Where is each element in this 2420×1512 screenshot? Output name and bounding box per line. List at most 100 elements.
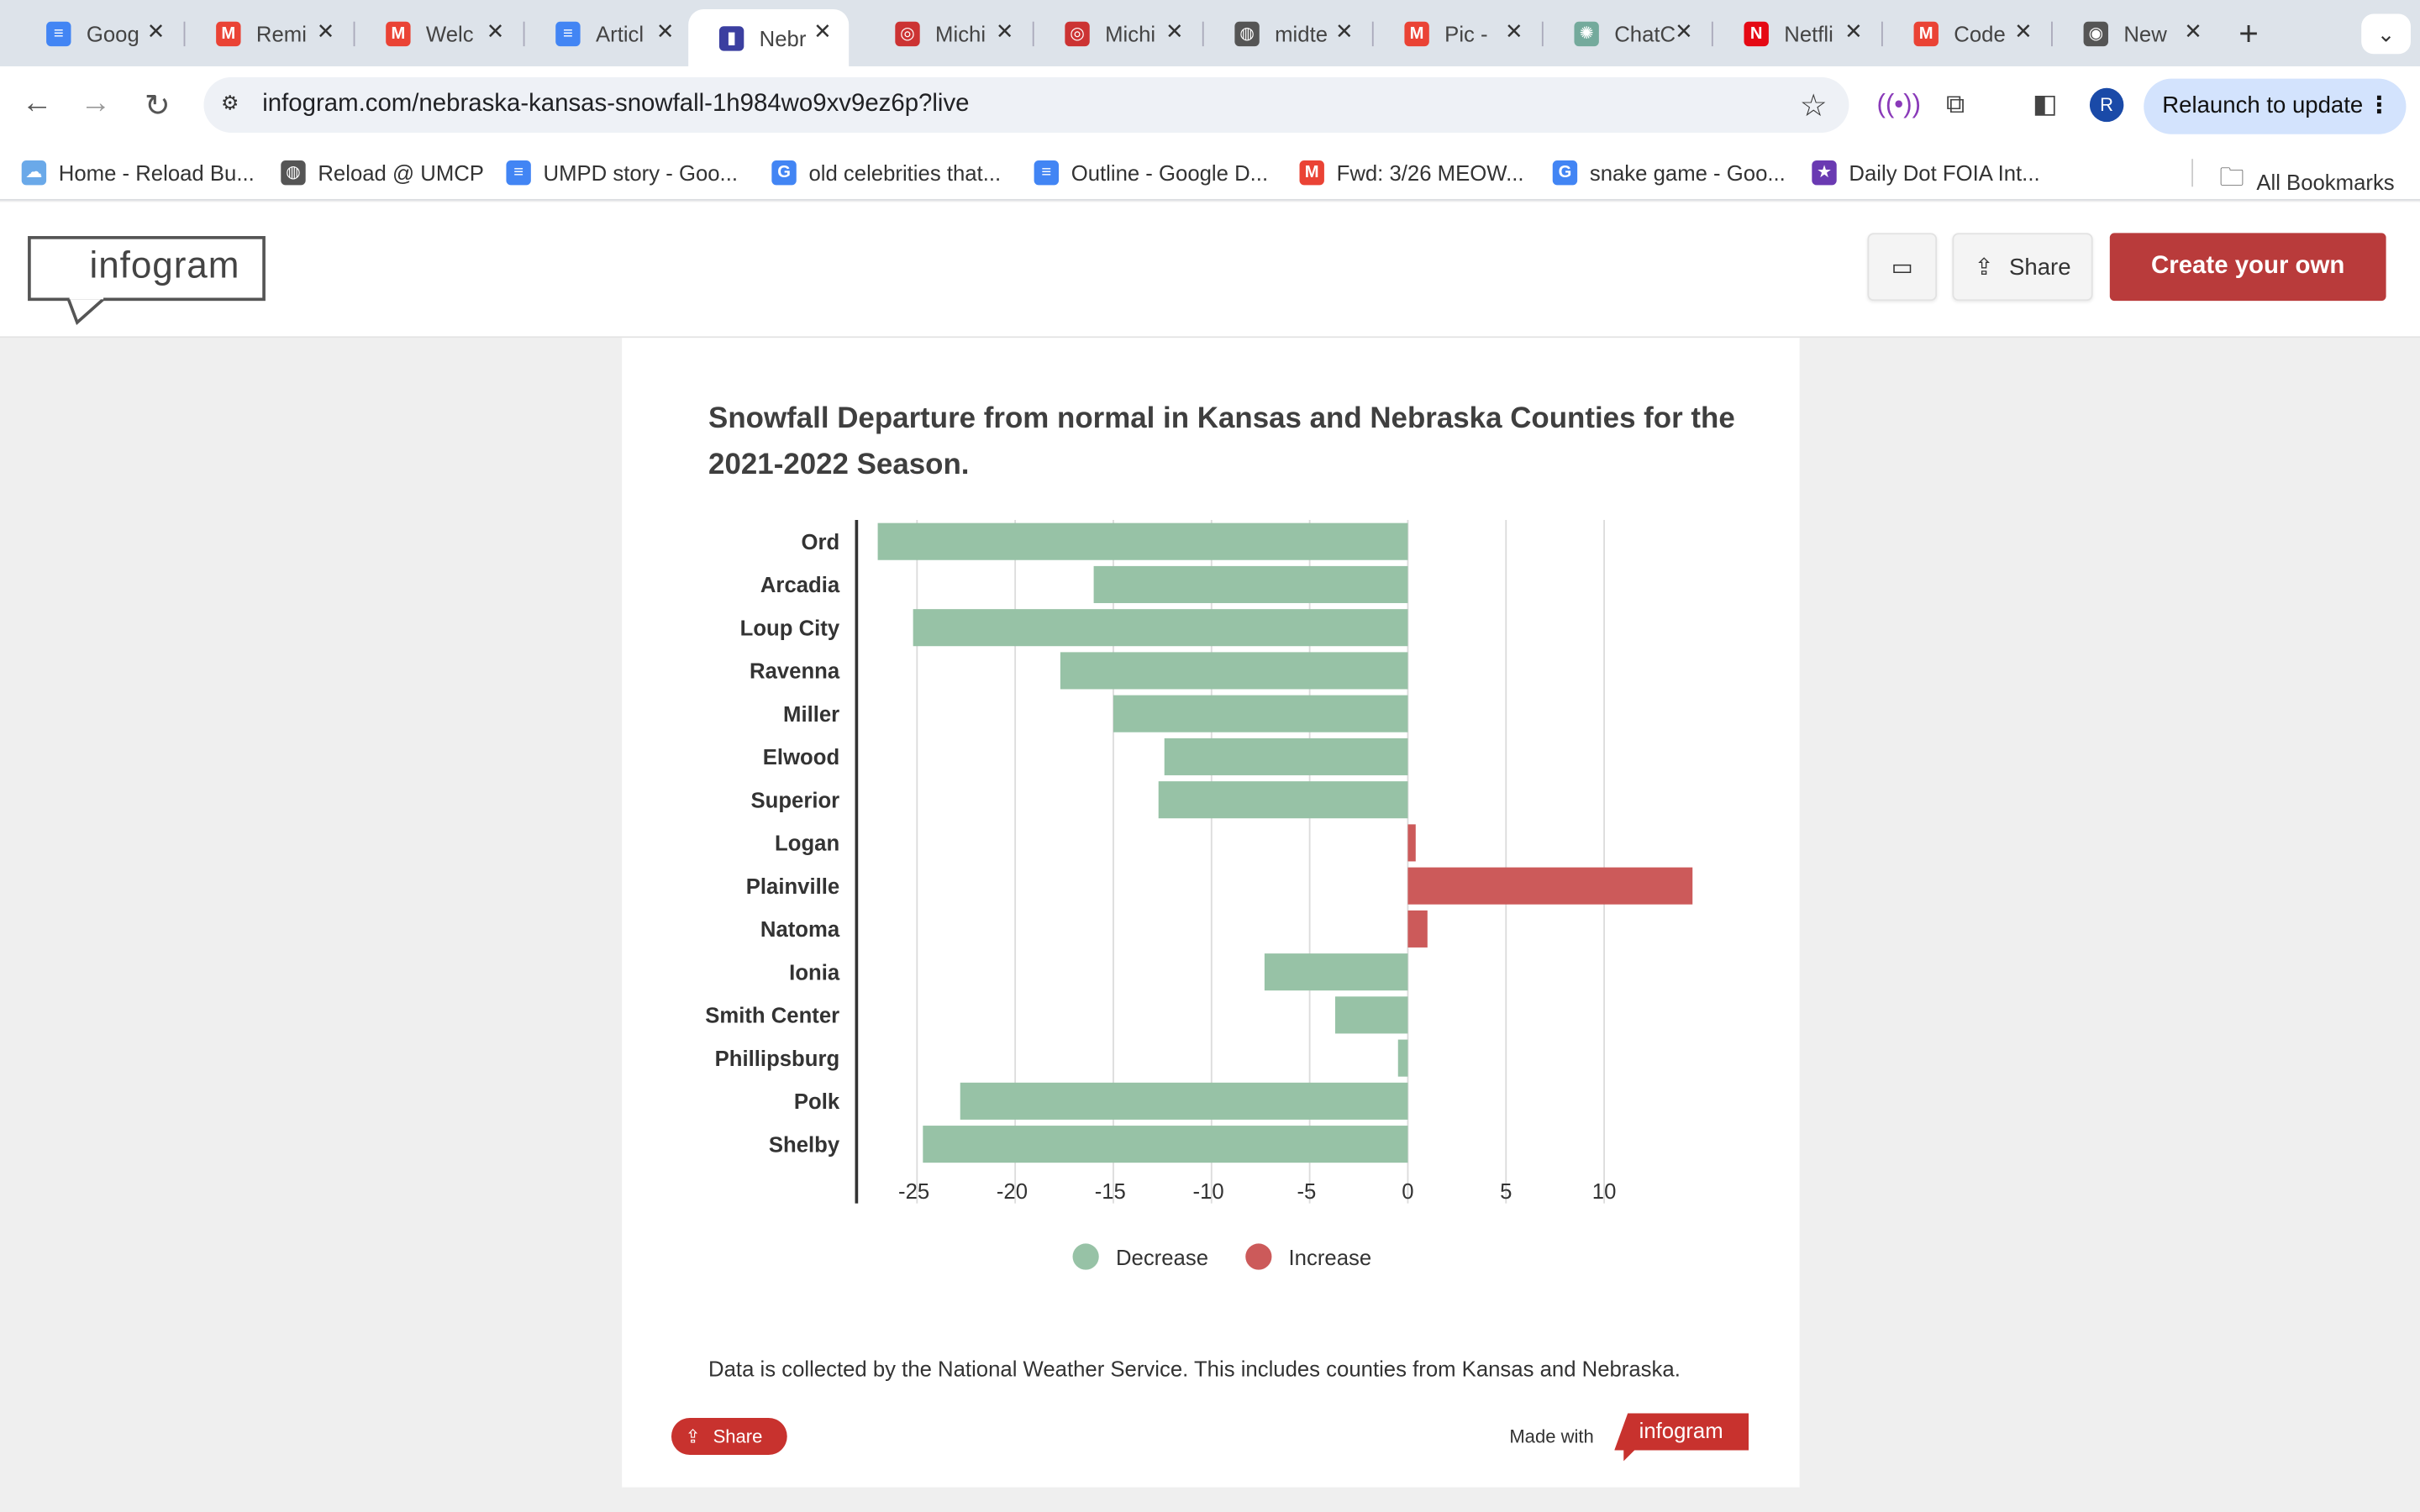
x-tick-label: -25	[898, 1180, 929, 1204]
close-icon[interactable]: ✕	[316, 18, 335, 44]
close-icon[interactable]: ✕	[146, 18, 166, 44]
close-icon[interactable]: ✕	[486, 18, 505, 44]
tab-10[interactable]: N Netfli ✕	[1713, 9, 1880, 57]
url-text[interactable]: infogram.com/nebraska-kansas-snowfall-1h…	[262, 91, 970, 118]
site-info-icon[interactable]: ⚙	[220, 91, 239, 114]
legend-increase-label[interactable]: Increase	[1288, 1244, 1372, 1269]
bookmark-item-4[interactable]: ≡ Outline - Google D...	[1034, 160, 1268, 186]
globe-icon: ◍	[1234, 20, 1260, 46]
bar-loup-city[interactable]	[913, 609, 1408, 647]
tab-7[interactable]: ◍ midte ✕	[1204, 9, 1370, 57]
infogram-badge[interactable]: infogram	[1599, 1412, 1749, 1464]
bar-natoma[interactable]	[1407, 910, 1428, 948]
bar-phillipsburg[interactable]	[1397, 1039, 1408, 1077]
bar-superior[interactable]	[1158, 781, 1408, 819]
bar-miller[interactable]	[1113, 695, 1408, 732]
tab-8[interactable]: M Pic - ✕	[1374, 9, 1540, 57]
tab-separator	[1202, 21, 1204, 47]
bookmarks-bar: ☁ Home - Reload Bu... ◍ Reload @ UMCP ≡ UMPD …	[0, 146, 2420, 201]
bar-polk[interactable]	[960, 1082, 1408, 1120]
tab-4[interactable]: ▮ Nebr ✕	[688, 9, 850, 66]
footer-share-button[interactable]: ⇪ Share	[671, 1417, 787, 1456]
bar-elwood[interactable]	[1164, 738, 1408, 775]
tab-label: Michi	[935, 20, 986, 46]
header-share-button[interactable]: ⇪ Share	[1952, 233, 2093, 302]
globe-icon: ◍	[281, 160, 306, 186]
back-icon[interactable]: ←	[21, 86, 53, 121]
star-icon: ★	[1812, 160, 1837, 186]
bar-plainville[interactable]	[1407, 867, 1693, 905]
tab-search-button[interactable]: ⌄	[2361, 13, 2411, 55]
category-label: Shelby	[769, 1133, 840, 1157]
chart-legend: Decrease Increase	[1072, 1243, 1372, 1270]
tab-separator	[183, 21, 186, 47]
close-icon[interactable]: ✕	[2184, 18, 2202, 44]
tab-5[interactable]: ◎ Michi ✕	[865, 9, 1031, 57]
legend-decrease-swatch[interactable]	[1072, 1243, 1099, 1270]
bookmark-item-7[interactable]: ★ Daily Dot FOIA Int...	[1812, 160, 2040, 186]
reload-icon[interactable]: ↻	[144, 89, 171, 123]
close-icon[interactable]: ✕	[1165, 18, 1184, 44]
tab-6[interactable]: ◎ Michi ✕	[1034, 9, 1201, 57]
bar-ravenna[interactable]	[1060, 652, 1408, 690]
bar-ionia[interactable]	[1264, 953, 1408, 991]
extensions-icon[interactable]: ⧉	[1945, 89, 1965, 119]
bookmark-item-1[interactable]: ◍ Reload @ UMCP	[281, 160, 484, 186]
tab-separator	[353, 21, 355, 47]
infogram-icon: ▮	[718, 25, 744, 50]
present-button[interactable]: ▭	[1867, 233, 1938, 302]
close-icon[interactable]: ✕	[1505, 18, 1523, 44]
tab-label: Remi	[255, 20, 307, 46]
bar-arcadia[interactable]	[1093, 565, 1408, 603]
google-docs-icon: ≡	[46, 20, 71, 46]
category-label: Miller	[783, 703, 839, 727]
infogram-header: infogram ▭ ⇪ Share Create your own	[0, 202, 2420, 339]
forward-icon[interactable]: →	[80, 86, 112, 121]
bookmark-item-2[interactable]: ≡ UMPD story - Goo...	[506, 160, 739, 186]
x-tick-label: -10	[1193, 1180, 1224, 1204]
bookmark-star-icon[interactable]: ☆	[1799, 89, 1828, 123]
tab-11[interactable]: M Code ✕	[1883, 9, 2049, 57]
new-tab-button[interactable]: +	[2238, 13, 2259, 53]
tab-12[interactable]: ◉ New ✕	[2053, 9, 2219, 57]
bookmark-label: UMPD story - Goo...	[543, 160, 739, 186]
close-icon[interactable]: ✕	[1335, 18, 1354, 44]
side-panel-icon[interactable]: ◧	[2032, 89, 2058, 119]
x-tick-label: -15	[1095, 1180, 1126, 1204]
bar-shelby[interactable]	[923, 1126, 1408, 1163]
close-icon[interactable]: ✕	[655, 18, 675, 44]
google-docs-icon: ≡	[1034, 160, 1059, 186]
legend-decrease-label[interactable]: Decrease	[1115, 1244, 1209, 1269]
chart-footnote: Data is collected by the National Weathe…	[708, 1356, 1681, 1381]
tab-2[interactable]: M Welc ✕	[355, 9, 521, 57]
bar-smith-center[interactable]	[1334, 996, 1408, 1034]
close-icon[interactable]: ✕	[2014, 18, 2033, 44]
tab-3[interactable]: ≡ Articl ✕	[524, 9, 691, 57]
close-icon[interactable]: ✕	[1844, 18, 1863, 44]
bookmark-item-5[interactable]: M Fwd: 3/26 MEOW...	[1299, 160, 1524, 186]
bookmarks-divider	[2191, 159, 2193, 187]
infogram-logo[interactable]: infogram	[28, 236, 269, 326]
cast-icon[interactable]: ((•))	[1876, 89, 1922, 119]
bar-logan[interactable]	[1407, 824, 1416, 862]
tab-9[interactable]: ✺ ChatC ✕	[1544, 9, 1710, 57]
profile-avatar[interactable]: R	[2089, 87, 2124, 123]
gmail-icon: M	[1299, 160, 1324, 186]
relaunch-button[interactable]: Relaunch to update ⋮	[2144, 78, 2407, 134]
legend-increase-swatch[interactable]	[1245, 1243, 1272, 1270]
category-label: Plainville	[746, 875, 839, 899]
category-label: Natoma	[760, 918, 840, 942]
bookmark-item-0[interactable]: ☁ Home - Reload Bu...	[21, 160, 255, 186]
address-bar[interactable]: ⚙ infogram.com/nebraska-kansas-snowfall-…	[203, 76, 1849, 133]
all-bookmarks-button[interactable]: 🗀 All Bookmarks	[2219, 160, 2394, 202]
create-your-own-button[interactable]: Create your own	[2109, 233, 2386, 302]
close-icon[interactable]: ✕	[813, 18, 832, 44]
bookmark-label: snake game - Goo...	[1589, 160, 1786, 186]
tab-1[interactable]: M Remi ✕	[185, 9, 351, 57]
close-icon[interactable]: ✕	[1675, 18, 1693, 44]
bar-ord[interactable]	[877, 522, 1408, 560]
close-icon[interactable]: ✕	[995, 18, 1014, 44]
tab-0[interactable]: ≡ Goog ✕	[15, 9, 182, 57]
